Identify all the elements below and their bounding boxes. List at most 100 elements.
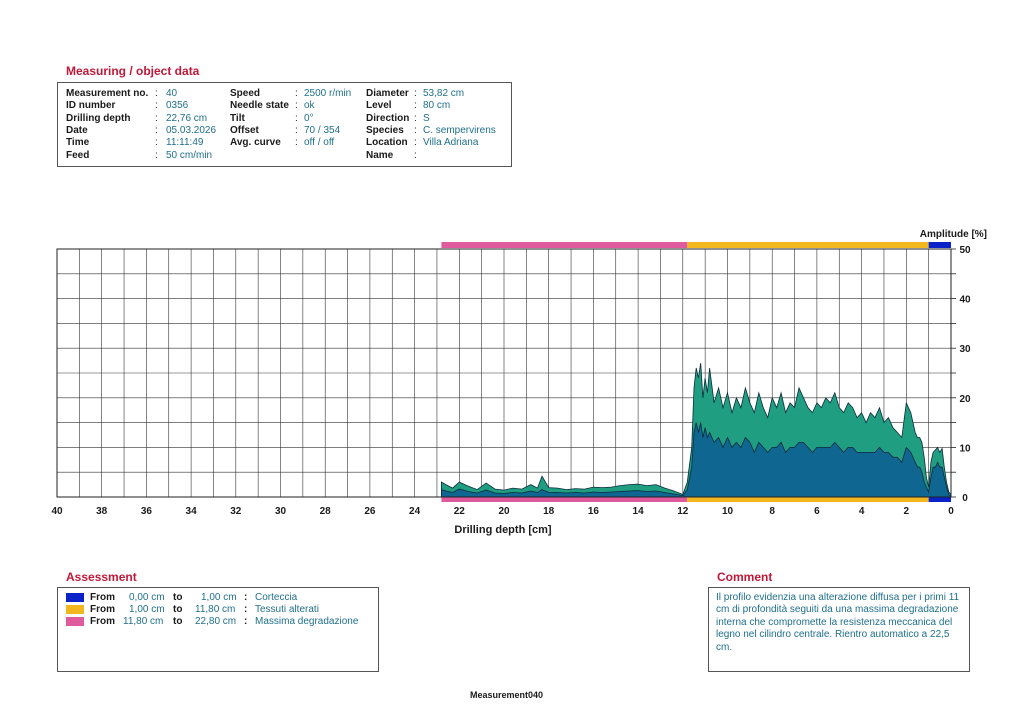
field-colon: : — [155, 137, 158, 149]
x-tick-label: 20 — [498, 506, 510, 517]
comment-box — [708, 587, 970, 672]
segment-bar-bottom — [687, 497, 929, 502]
field-label-measurement-no: Measurement no. — [66, 88, 149, 99]
assessment-colon: : — [244, 604, 248, 615]
field-label-avg-curve: Avg. curve — [230, 137, 281, 149]
x-tick-label: 24 — [409, 506, 421, 517]
measurement-footer-label: Measurement040 — [470, 690, 544, 700]
field-colon: : — [414, 112, 417, 124]
drilling-profile-chart: 40 38 36 34 32 30 28 26 24 22 20 18 16 14 12 10 8 6 4 2 0 01… — [51, 229, 987, 536]
assessment-to-word: to — [173, 616, 183, 627]
assessment-label: Massima degradazione — [255, 616, 359, 627]
x-tick-label: 10 — [722, 506, 734, 517]
x-tick-label: 38 — [96, 506, 108, 517]
field-colon: : — [295, 88, 298, 99]
assessment-from-value: 1,00 cm — [129, 604, 165, 615]
x-tick-label: 26 — [364, 506, 376, 517]
assessment-label: Tessuti alterati — [255, 604, 319, 615]
assessment-segment-bars — [441, 242, 951, 502]
field-value-diameter: 53,82 cm — [423, 88, 465, 99]
assessment-swatch — [66, 605, 84, 614]
field-label-speed: Speed — [230, 88, 261, 99]
assessment-from-word: From — [90, 616, 115, 627]
field-label-time: Time — [66, 137, 90, 149]
field-value-date: 05.03.2026 — [166, 124, 217, 136]
field-label-level: Level — [366, 100, 392, 112]
field-value-direction: S — [423, 112, 430, 124]
assessment-row: From 11,80 cm to 22,80 cm : Massima degr… — [66, 616, 374, 628]
field-value-measurement-no: 40 — [166, 88, 178, 99]
object-data-box — [57, 82, 512, 167]
segment-bar-top — [441, 242, 688, 248]
y-tick-labels: 0 10 20 30 40 50 — [959, 245, 971, 504]
y-tick-label: 30 — [959, 344, 971, 355]
field-label-date: Date — [66, 124, 88, 136]
field-value-avg-curve: off / off — [304, 137, 335, 149]
assessment-from-value: 0,00 cm — [129, 592, 165, 603]
x-tick-label: 16 — [588, 506, 600, 517]
assessment-box — [57, 587, 379, 672]
field-label-drilling-depth: Drilling depth — [66, 112, 131, 124]
field-colon: : — [295, 124, 298, 136]
y-axis-label: Amplitude [%] — [920, 229, 987, 240]
segment-bar-top — [928, 242, 951, 248]
assessment-from-word: From — [90, 592, 115, 603]
x-tick-label: 30 — [275, 506, 287, 517]
assessment-to-word: to — [173, 592, 183, 603]
field-label-needle-state: Needle state — [230, 100, 289, 112]
assessment-from-word: From — [90, 604, 115, 615]
field-value-species: C. sempervirens — [423, 124, 496, 136]
x-tick-label: 32 — [230, 506, 242, 517]
y-tick-label: 40 — [959, 295, 971, 306]
field-label-feed: Feed — [66, 149, 90, 161]
chart-frame — [56, 248, 956, 498]
assessment-to-value: 22,80 cm — [195, 616, 237, 627]
y-tick-label: 10 — [959, 443, 971, 454]
field-value-level: 80 cm — [423, 100, 451, 112]
x-tick-label: 12 — [677, 506, 689, 517]
y-tick-label: 0 — [962, 493, 968, 504]
x-tick-label: 8 — [769, 506, 775, 517]
x-tick-label: 4 — [859, 506, 865, 517]
x-axis-label: Drilling depth [cm] — [454, 524, 552, 536]
x-tick-label: 34 — [186, 506, 198, 517]
field-colon: : — [414, 124, 417, 136]
field-label-diameter: Diameter — [366, 88, 409, 99]
y-tick-label: 20 — [959, 394, 971, 405]
field-colon: : — [155, 149, 158, 161]
x-tick-label: 40 — [51, 506, 63, 517]
field-label-id-number: ID number — [66, 100, 116, 112]
assessment-to-value: 1,00 cm — [201, 592, 237, 603]
object-data-fields: Measurement no.:40 ID number:0356 Drilli… — [66, 88, 506, 163]
assessment-title: Assessment — [66, 570, 137, 584]
field-value-feed: 50 cm/min — [166, 149, 213, 161]
field-label-name: Name — [366, 149, 394, 161]
assessment-to-value: 11,80 cm — [195, 604, 236, 615]
field-value-offset: 70 / 354 — [304, 124, 341, 136]
x-tick-label: 18 — [543, 506, 555, 517]
field-colon: : — [295, 100, 298, 112]
comment-title: Comment — [717, 570, 773, 584]
field-colon: : — [414, 137, 417, 149]
assessment-swatch — [66, 593, 84, 602]
field-label-species: Species — [366, 124, 404, 136]
field-value-speed: 2500 r/min — [304, 88, 352, 99]
field-value-tilt: 0° — [304, 112, 314, 124]
field-colon: : — [155, 124, 158, 136]
y-tick-label: 50 — [959, 245, 971, 256]
field-label-tilt: Tilt — [230, 112, 245, 124]
assessment-to-word: to — [173, 604, 183, 615]
assessment-label: Corteccia — [255, 592, 298, 603]
assessment-swatch — [66, 617, 84, 626]
field-colon: : — [414, 100, 417, 112]
field-colon: : — [155, 100, 158, 112]
field-colon: : — [414, 88, 417, 99]
x-tick-label: 36 — [141, 506, 153, 517]
segment-bar-bottom — [928, 497, 951, 502]
x-tick-label: 22 — [454, 506, 466, 517]
x-tick-label: 6 — [814, 506, 820, 517]
segment-bar-top — [687, 242, 929, 248]
comment-text: Il profilo evidenzia una alterazione dif… — [716, 592, 960, 653]
field-label-location: Location — [366, 137, 408, 149]
object-data-title: Measuring / object data — [66, 64, 200, 78]
